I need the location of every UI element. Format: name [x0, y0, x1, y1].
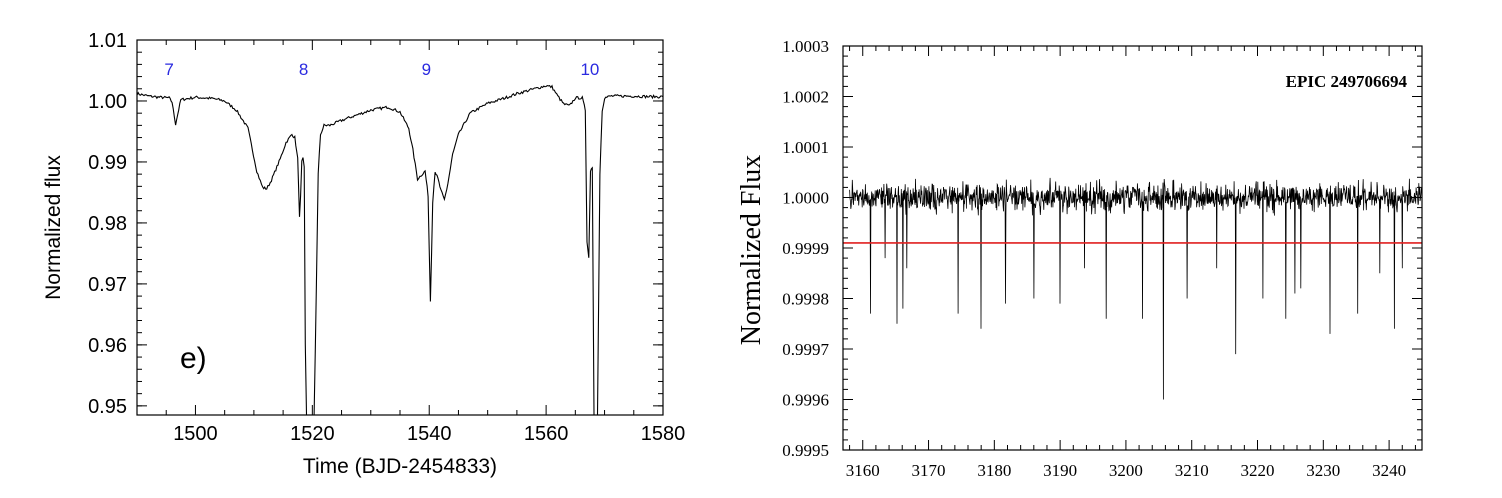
left-y-tick-label: 0.95 — [88, 396, 127, 418]
right-y-tick-label: 1.0003 — [782, 37, 829, 56]
right-y-axis-label: Normalized Flux — [736, 155, 767, 346]
left-x-tick-label: 1500 — [173, 423, 218, 445]
right-x-tick-label: 3200 — [1109, 461, 1143, 480]
right-x-tick-label: 3170 — [912, 461, 946, 480]
left-x-tick-label: 1540 — [407, 423, 452, 445]
right-y-tick-label: 1.0000 — [782, 189, 829, 208]
right-y-tick-label: 1.0001 — [782, 138, 829, 157]
left-annotation-7: 7 — [164, 60, 173, 79]
right-chart-title: EPIC 249706694 — [1286, 72, 1408, 91]
right-x-tick-label: 3160 — [846, 461, 880, 480]
left-x-axis: 1500 1520 1540 1560 1580 — [136, 40, 686, 445]
right-light-curve — [849, 177, 1423, 400]
right-x-tick-label: 3230 — [1306, 461, 1340, 480]
left-y-tick-label: 0.96 — [88, 335, 127, 357]
left-light-curve — [136, 84, 664, 416]
right-x-tick-label: 3240 — [1372, 461, 1406, 480]
left-x-axis-label: Time (BJD-2454833) — [303, 455, 497, 478]
left-y-tick-label: 1.01 — [88, 30, 127, 52]
left-y-tick-label: 1.00 — [88, 91, 127, 113]
right-plot-frame — [842, 45, 1423, 451]
left-annotations: 7 8 9 10 — [164, 60, 599, 79]
right-y-tick-label: 0.9998 — [782, 290, 829, 309]
right-y-tick-label: 0.9999 — [782, 239, 829, 258]
right-x-tick-label: 3180 — [977, 461, 1011, 480]
left-annotation-8: 8 — [299, 60, 308, 79]
right-x-tick-label: 3220 — [1241, 461, 1275, 480]
left-y-axis: 1.01 1.00 0.99 0.98 0.97 0.96 0.95 — [88, 30, 663, 418]
left-y-tick-label: 0.99 — [88, 152, 127, 174]
right-y-tick-label: 0.9997 — [782, 340, 829, 359]
right-y-tick-label: 0.9996 — [782, 391, 829, 410]
left-x-tick-label: 1580 — [641, 423, 686, 445]
left-annotation-9: 9 — [422, 60, 431, 79]
left-y-tick-label: 0.97 — [88, 274, 127, 296]
left-y-tick-label: 0.98 — [88, 213, 127, 235]
left-chart: 1500 1520 1540 1560 1580 1.01 1.00 0.99 0.98 0.9… — [42, 30, 685, 478]
left-x-tick-label: 1520 — [290, 423, 335, 445]
left-plot-frame — [136, 39, 664, 416]
right-x-tick-label: 3190 — [1043, 461, 1077, 480]
right-y-axis: 1.0003 1.0002 1.0001 1.0000 0.9999 0.9998 0.99… — [782, 37, 1422, 460]
right-x-axis: 3160 3170 3180 3190 3200 3210 3220 3230 3240 — [846, 46, 1416, 480]
right-x-tick-label: 3210 — [1175, 461, 1209, 480]
left-y-axis-label: Normalized flux — [42, 155, 65, 300]
left-annotation-10: 10 — [580, 60, 599, 79]
left-panel-label: e) — [180, 342, 207, 375]
right-y-tick-label: 0.9995 — [782, 441, 829, 460]
right-chart: 3160 3170 3180 3190 3200 3210 3220 3230 3240 1.0… — [736, 37, 1423, 480]
right-y-tick-label: 1.0002 — [782, 88, 829, 107]
left-x-tick-label: 1560 — [524, 423, 569, 445]
